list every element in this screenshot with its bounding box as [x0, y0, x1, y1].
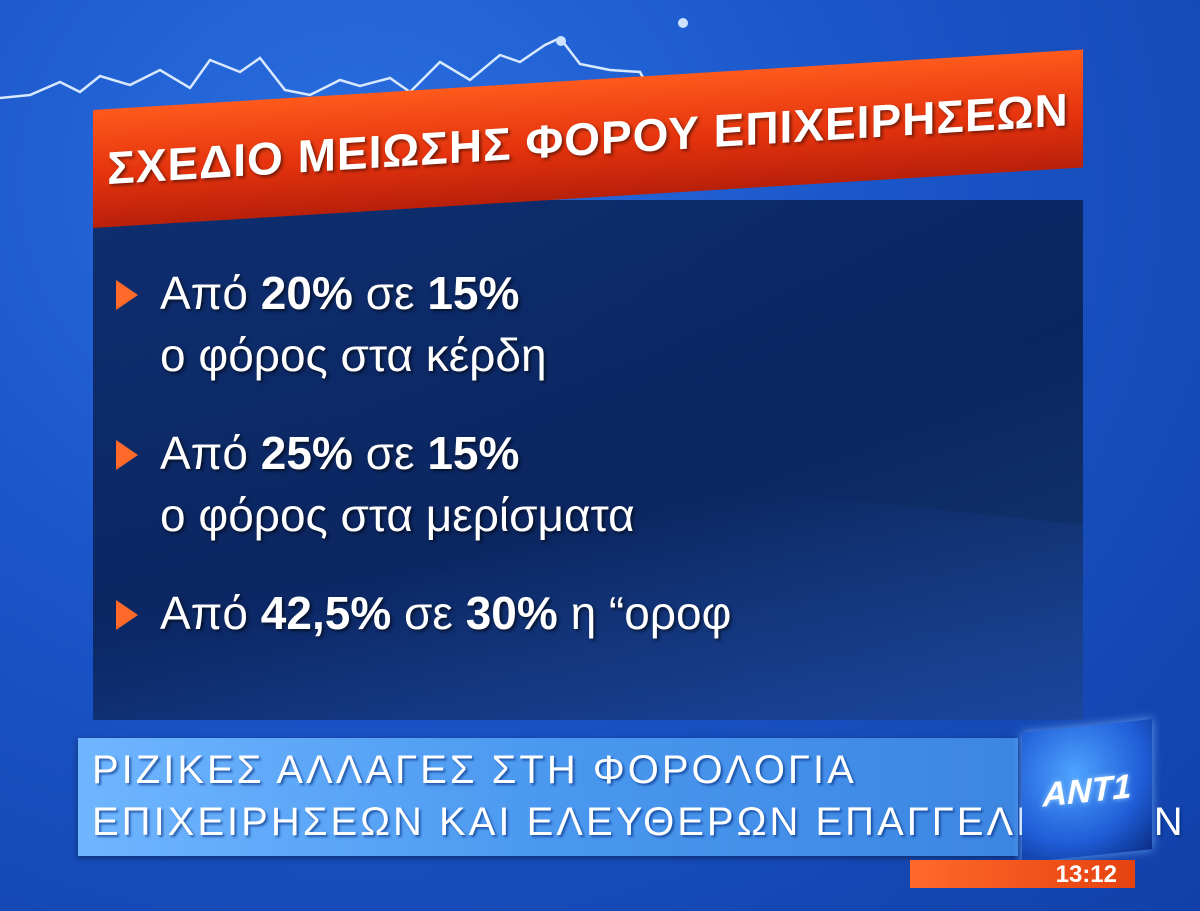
ticker-dot: [678, 18, 688, 28]
bullet-subline: ο φόρος στα κέρδη: [160, 329, 547, 381]
bullet-arrow-icon: [116, 600, 138, 630]
caption-line-1: ΡΙΖΙΚΕΣ ΑΛΛΑΓΕΣ ΣΤΗ ΦΟΡΟΛΟΓΙΑ: [92, 748, 857, 792]
clock-bar: 13:12: [910, 860, 1135, 888]
channel-logo: ANT1: [1022, 719, 1152, 863]
bullet-line: Από 42,5% σε 30% η “οροφ: [160, 587, 732, 639]
bullet-list: Από 20% σε 15% ο φόρος στα κέρδη Από 25%…: [110, 262, 1070, 680]
bullet-item: Από 20% σε 15% ο φόρος στα κέρδη: [110, 262, 1070, 386]
stock-ticker-line: [0, 36, 712, 113]
bullet-subline: ο φόρος στα μερίσματα: [160, 489, 635, 541]
caption-bar: [78, 738, 1018, 856]
clock-time: 13:12: [1055, 861, 1117, 888]
channel-logo-text: ANT1: [1042, 766, 1132, 815]
caption-line-2: ΕΠΙΧΕΙΡΗΣΕΩΝ ΚΑΙ ΕΛΕΥΘΕΡΩΝ ΕΠΑΓΓΕΛΜΑΤΙΩΝ: [92, 800, 1186, 844]
bullet-arrow-icon: [116, 440, 138, 470]
bullet-item: Από 25% σε 15% ο φόρος στα μερίσματα: [110, 422, 1070, 546]
bullet-line: Από 25% σε 15%: [160, 427, 520, 479]
bullet-arrow-icon: [116, 280, 138, 310]
bullet-item: Από 42,5% σε 30% η “οροφ: [110, 582, 1070, 644]
ticker-dot: [556, 36, 566, 46]
bullet-line: Από 20% σε 15%: [160, 267, 520, 319]
